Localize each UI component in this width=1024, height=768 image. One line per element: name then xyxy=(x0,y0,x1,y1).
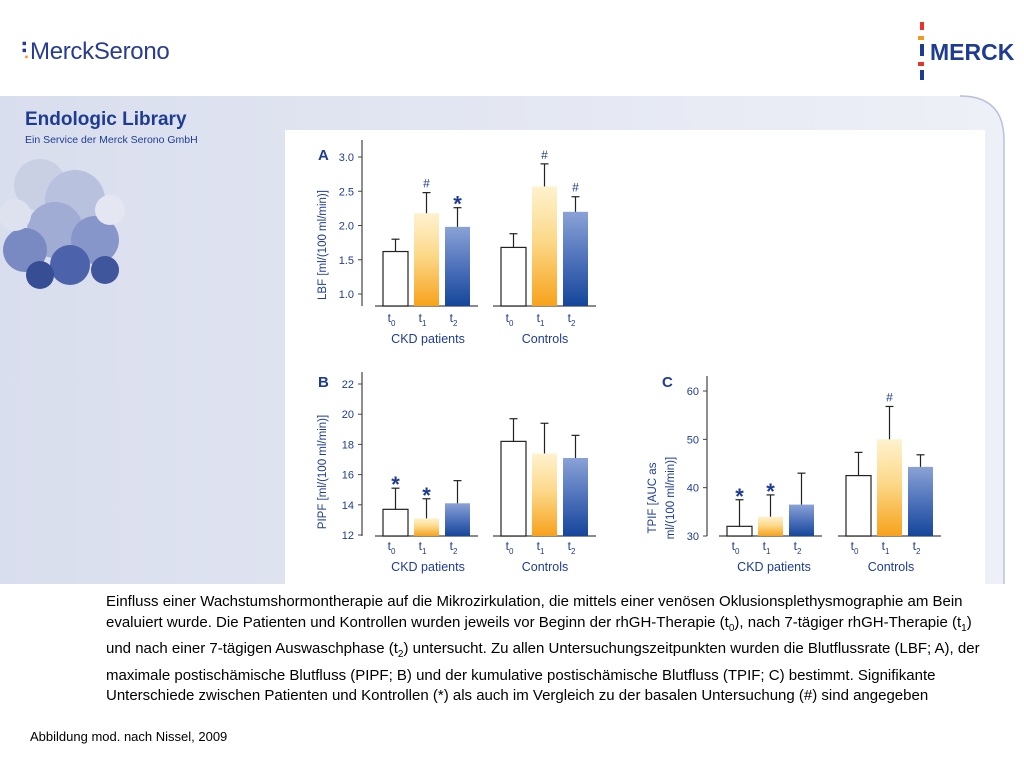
panel-a-y-tick-label: 1.0 xyxy=(339,289,354,301)
panel-b-bar-t2 xyxy=(563,457,588,536)
panel-c-y-tick-label: 40 xyxy=(687,483,699,495)
panel-b-y-tick-label: 18 xyxy=(342,439,354,451)
panel-c-y-tick-label: 50 xyxy=(687,434,699,446)
panel-b-x-tick-label: t0 xyxy=(506,539,514,556)
panel-a-group-label: CKD patients xyxy=(391,332,465,346)
panel-b-x-tick-label: t0 xyxy=(388,539,396,556)
panel-a-group-label: Controls xyxy=(522,332,569,346)
panel-a-x-tick-label: t2 xyxy=(450,311,458,328)
panel-b-y-tick-label: 22 xyxy=(342,379,354,391)
panel-b-group-label: Controls xyxy=(522,560,569,574)
panel-b-significance-mark: * xyxy=(422,483,431,508)
panel-c-y-tick-label: 30 xyxy=(687,531,699,543)
panel-b-label: B xyxy=(318,374,329,391)
library-subtitle: Ein Service der Merck Serono GmbH xyxy=(25,134,198,146)
molecule-illustration xyxy=(0,159,125,289)
merck-serono-logo: MerckSerono xyxy=(22,38,170,66)
panel-b-y-tick-label: 12 xyxy=(342,530,354,542)
panel-a-significance-mark: * xyxy=(453,192,462,217)
panel-a-x-tick-label: t2 xyxy=(568,311,576,328)
panel-c-y-label: ml/(100 ml/min)] xyxy=(665,457,677,539)
panel-b-x-tick-label: t2 xyxy=(568,539,576,556)
panel-c-group-label: CKD patients xyxy=(737,560,811,574)
panel-c-group-label: Controls xyxy=(868,560,915,574)
panel-a-x-tick-label: t0 xyxy=(388,311,396,328)
panel-c-x-tick-label: t1 xyxy=(763,539,771,556)
merck-serono-logo-text: MerckSerono xyxy=(30,38,170,65)
panel-c-bar-t1 xyxy=(877,439,902,536)
panel-c-bar-t2 xyxy=(908,466,933,536)
panel-c-bar-t1 xyxy=(758,516,783,536)
panel-c-x-tick-label: t0 xyxy=(732,539,740,556)
logo-dots-icon xyxy=(22,41,28,59)
merck-logo-text: MERCK xyxy=(930,39,1015,65)
panel-b-bar-t0 xyxy=(500,440,527,537)
panel-a-bar-t0 xyxy=(382,250,409,307)
library-title: Endologic Library xyxy=(25,109,187,130)
panel-b-bar-t1 xyxy=(532,453,557,536)
merck-logo-mark-icon xyxy=(918,22,924,80)
panel-a-x-tick-label: t1 xyxy=(537,311,545,328)
panel-b-y-tick-label: 14 xyxy=(342,500,354,512)
panel-c-x-tick-label: t1 xyxy=(882,539,890,556)
panel-b-bar-t0 xyxy=(382,508,409,537)
figure-source: Abbildung mod. nach Nissel, 2009 xyxy=(30,729,228,744)
panel-b-x-tick-label: t2 xyxy=(450,539,458,556)
panel-c-bar-t0 xyxy=(726,525,753,537)
panel-b-bar-t1 xyxy=(414,518,439,536)
panel-c-significance-mark: * xyxy=(735,484,744,509)
panel-b-x-tick-label: t1 xyxy=(419,539,427,556)
panel-a-y-label: LBF [ml/(100 ml/min)] xyxy=(317,190,329,300)
panel-b-group-label: CKD patients xyxy=(391,560,465,574)
panel-a-bar-t1 xyxy=(414,213,439,306)
panel-a-y-tick-label: 2.0 xyxy=(339,221,354,233)
panel-b-x-tick-label: t1 xyxy=(537,539,545,556)
panel-b-y-tick-label: 16 xyxy=(342,470,354,482)
panel-a-y-tick-label: 3.0 xyxy=(339,152,354,164)
panel-a-y-tick-label: 1.5 xyxy=(339,255,354,267)
panel-c-y-label: TPIF [AUC as xyxy=(647,462,659,533)
panel-a-label: A xyxy=(318,147,329,164)
panel-b-y-tick-label: 20 xyxy=(342,409,354,421)
panel-a-significance-mark: # xyxy=(541,148,548,162)
panel-a-bar-t0 xyxy=(500,246,527,307)
figure-caption: Einfluss einer Wachstumshormontherapie a… xyxy=(106,593,980,704)
panel-a-x-tick-label: t0 xyxy=(506,311,514,328)
panel-a-bar-t2 xyxy=(445,226,470,306)
panel-b-bar-t2 xyxy=(445,503,470,536)
panel-c-significance-mark: * xyxy=(766,479,775,504)
panel-c-x-tick-label: t2 xyxy=(794,539,802,556)
panel-a-significance-mark: # xyxy=(423,177,430,191)
panel-c-bar-t2 xyxy=(789,504,814,536)
panel-a-y-tick-label: 2.5 xyxy=(339,186,354,198)
panel-a-x-tick-label: t1 xyxy=(419,311,427,328)
panel-a-bar-t2 xyxy=(563,211,588,306)
panel-c-x-tick-label: t2 xyxy=(913,539,921,556)
panel-c-bar-t0 xyxy=(845,474,872,537)
panel-a-bar-t1 xyxy=(532,186,557,306)
panel-c-y-tick-label: 60 xyxy=(687,386,699,398)
panel-b-significance-mark: * xyxy=(391,472,400,497)
panel-b-y-label: PIPF [ml/(100 ml/min)] xyxy=(317,415,329,529)
panel-c-x-tick-label: t0 xyxy=(851,539,859,556)
panel-a-significance-mark: # xyxy=(572,181,579,195)
panel-c-significance-mark: # xyxy=(886,390,893,404)
panel-c-label: C xyxy=(662,374,673,391)
